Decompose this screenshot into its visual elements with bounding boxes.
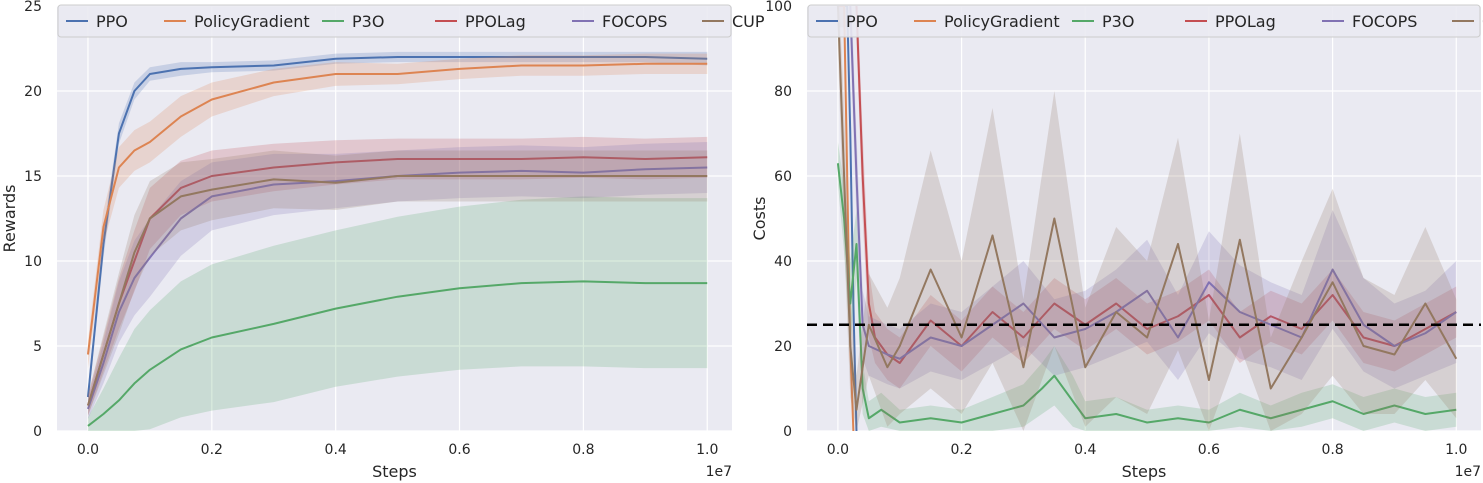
line-ppolag	[855, 6, 1457, 364]
legend-frame	[57, 4, 732, 38]
line-ppo	[86, 56, 708, 398]
legend-label-p3o: P3O	[1102, 12, 1134, 31]
line-p3o	[87, 280, 708, 427]
line-cup	[87, 175, 708, 406]
line-cup	[836, 6, 1458, 411]
plot-background	[57, 6, 732, 431]
x-tick-label: 0.8	[1321, 442, 1343, 458]
legend-label-p3o: P3O	[352, 12, 384, 31]
y-tick-label: 10	[24, 254, 42, 270]
y-tick-label: 100	[765, 0, 792, 15]
band-p3o	[837, 142, 1457, 431]
x-tick-label: 0.2	[950, 442, 972, 458]
legend-label-ppo: PPO	[846, 12, 878, 31]
y-axis-label: Costs	[750, 197, 769, 241]
x-scale-label: 1e7	[706, 464, 732, 480]
line-policygradient	[86, 62, 708, 355]
band-ppolag	[87, 136, 708, 416]
band-cup	[87, 150, 708, 416]
legend-label-focops: FOCOPS	[1352, 12, 1417, 31]
legend-label-policygradient: PolicyGradient	[194, 12, 310, 31]
y-axis-label: Rewards	[0, 185, 19, 253]
y-tick-label: 0	[783, 424, 792, 440]
y-tick-label: 40	[774, 254, 792, 270]
y-tick-label: 0	[33, 424, 42, 440]
line-p3o	[836, 163, 1457, 424]
band-p3o	[87, 196, 708, 431]
x-tick-label: 0.4	[1074, 442, 1096, 458]
band-focops	[850, 6, 1457, 389]
legend-label-cup: CUP	[732, 12, 765, 31]
line-ppo	[837, 6, 858, 431]
y-tick-label: 80	[774, 84, 792, 100]
legend-label-ppolag: PPOLag	[1215, 12, 1276, 31]
legend-label-focops: FOCOPS	[602, 12, 667, 31]
y-tick-label: 20	[774, 339, 792, 355]
legend-label-ppo: PPO	[96, 12, 128, 31]
y-tick-label: 25	[24, 0, 42, 15]
legend: PPO PolicyGradient P3O PPOLag FOCOPS CUP	[57, 4, 765, 38]
y-tick-label: 20	[24, 84, 42, 100]
series-group	[807, 6, 1481, 431]
rewards-chart: 0.0 0.2 0.4 0.6 0.8 1.0 0 5 10 15 20 25 Steps Rewards…	[0, 0, 765, 481]
line-focops	[87, 166, 708, 410]
x-scale-label: 1e7	[1455, 464, 1481, 480]
legend-label-policygradient: PolicyGradient	[944, 12, 1060, 31]
legend-label-ppolag: PPOLag	[465, 12, 526, 31]
x-tick-label: 0.8	[572, 442, 594, 458]
x-tick-label: 0.0	[77, 442, 99, 458]
plot-background	[807, 6, 1481, 431]
line-policygradient	[837, 6, 855, 431]
band-focops	[87, 142, 708, 420]
x-tick-label: 0.0	[827, 442, 849, 458]
y-tick-label: 60	[774, 169, 792, 185]
y-tick-label: 15	[24, 169, 42, 185]
costs-chart: 0.0 0.2 0.4 0.6 0.8 1.0 0 20 40 60 80 100 Steps Costs…	[750, 0, 1483, 481]
line-focops	[849, 6, 1457, 360]
x-axis-label: Steps	[372, 462, 417, 481]
x-tick-label: 1.0	[1445, 442, 1467, 458]
x-tick-label: 1.0	[696, 442, 718, 458]
x-tick-label: 0.4	[325, 442, 347, 458]
x-axis-label: Steps	[1122, 462, 1167, 481]
y-tick-label: 5	[33, 339, 42, 355]
legend-frame	[807, 4, 1481, 38]
series-group	[86, 51, 708, 431]
x-tick-label: 0.6	[1198, 442, 1220, 458]
x-tick-label: 0.6	[448, 442, 470, 458]
x-tick-label: 0.2	[201, 442, 223, 458]
